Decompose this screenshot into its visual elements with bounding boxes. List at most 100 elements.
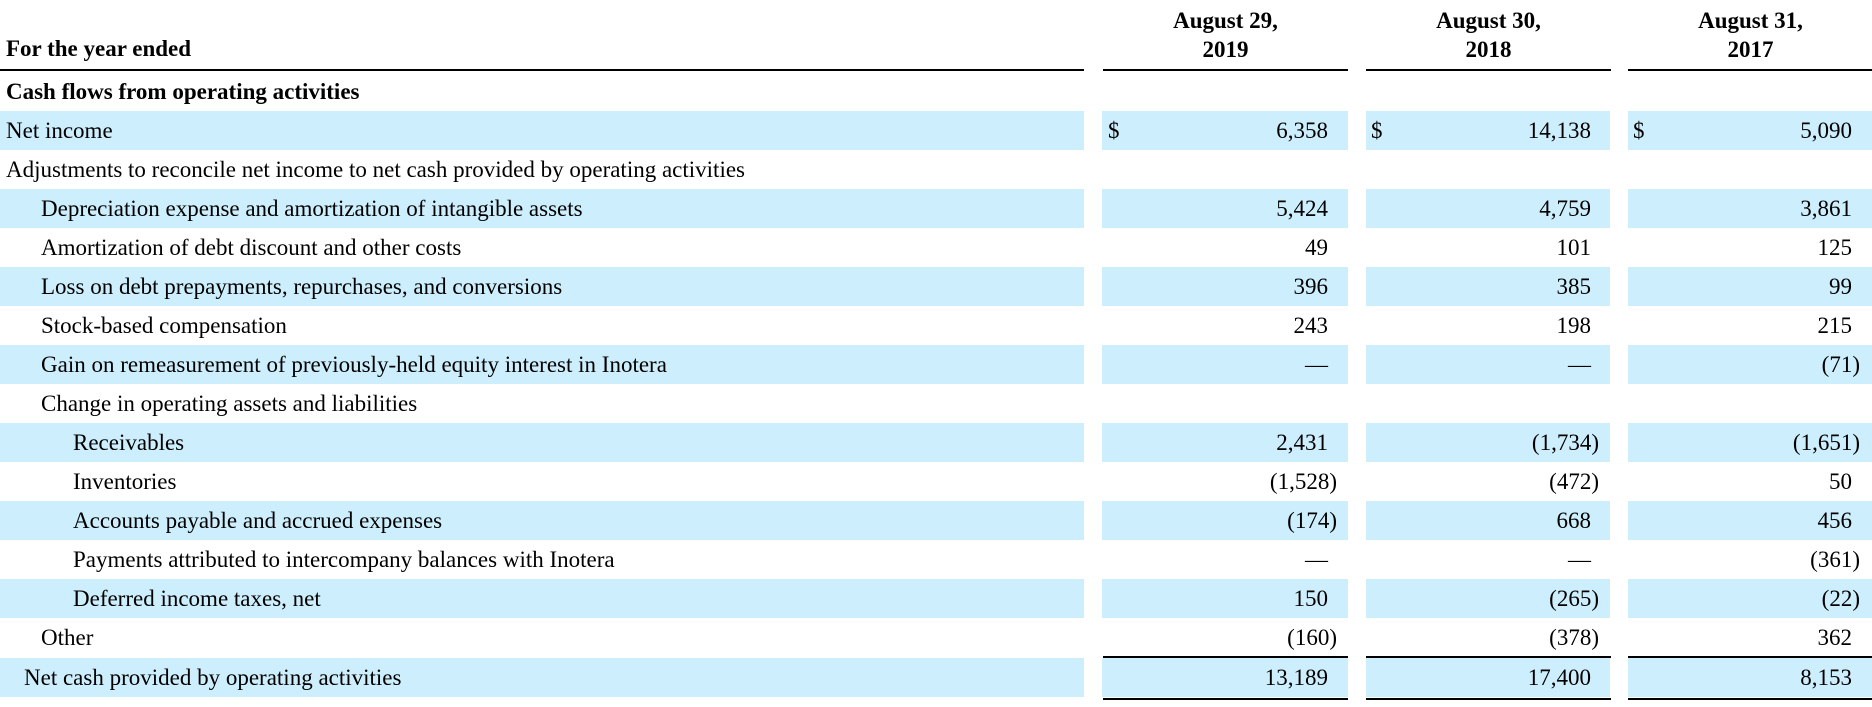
row-label: Change in operating assets and liabiliti… (41, 391, 418, 416)
table-row: Loss on debt prepayments, repurchases, a… (0, 267, 1872, 306)
value-2019: 396 (1293, 274, 1329, 299)
table-row: Deferred income taxes, net 150 (265) (22… (0, 579, 1872, 618)
table-row: Receivables 2,431 (1,734) (1,651) (0, 423, 1872, 462)
column-gap (1348, 501, 1366, 540)
header-rule-label (0, 69, 1084, 71)
column-gap (1084, 111, 1102, 150)
header-rule-2019 (1103, 69, 1348, 71)
table-row: Net income $ 6,358 $ 14,138 $ 5,090 (0, 111, 1872, 150)
column-gap (1348, 267, 1366, 306)
value-2019: 150 (1293, 586, 1329, 611)
subtotal-rule-2019 (1103, 656, 1348, 658)
row-label: Adjustments to reconcile net income to n… (6, 157, 745, 182)
column-gap (1084, 501, 1102, 540)
column-header-line2: 2018 (1465, 37, 1512, 62)
column-gap (1610, 423, 1628, 462)
table-row: Cash flows from operating activities (0, 72, 1872, 111)
value-2018: 4,759 (1539, 196, 1591, 221)
row-label: Depreciation expense and amortization of… (41, 196, 583, 221)
table-row: Depreciation expense and amortization of… (0, 189, 1872, 228)
table-row: Other (160) (378) 362 (0, 618, 1872, 657)
value-2019: 49 (1305, 235, 1328, 260)
column-header-line2: 2017 (1727, 37, 1774, 62)
column-gap (1348, 423, 1366, 462)
row-label: Accounts payable and accrued expenses (73, 508, 443, 533)
table-row: Payments attributed to intercompany bala… (0, 540, 1872, 579)
column-gap (1084, 267, 1102, 306)
row-label: Gain on remeasurement of previously-held… (41, 352, 667, 377)
value-2019: (174) (1287, 508, 1337, 533)
value-2018: 17,400 (1527, 665, 1591, 690)
row-label: Payments attributed to intercompany bala… (73, 547, 615, 572)
value-2019: — (1305, 547, 1328, 572)
value-2019: (1,528) (1269, 469, 1337, 494)
value-2018: 101 (1556, 235, 1592, 260)
row-shading (0, 579, 1872, 618)
row-label: Receivables (73, 430, 185, 455)
value-2017: 3,861 (1800, 196, 1852, 221)
column-header-2019: August 29, 2019 (1103, 6, 1348, 64)
total-rule-2019 (1103, 698, 1348, 700)
value-2017: (1,651) (1792, 430, 1860, 455)
table-header: For the year ended August 29, 2019 Augus… (0, 0, 1872, 72)
column-gap (1084, 579, 1102, 618)
row-label: Stock-based compensation (41, 313, 287, 338)
value-2018: 14,138 (1527, 118, 1591, 143)
column-gap (1610, 579, 1628, 618)
value-2017: 8,153 (1800, 665, 1852, 690)
currency-symbol: $ (1371, 118, 1383, 143)
value-2017: 215 (1817, 313, 1853, 338)
column-gap (1610, 658, 1628, 697)
row-label: Deferred income taxes, net (73, 586, 321, 611)
row-label: Net cash provided by operating activitie… (24, 665, 402, 690)
value-2017: 5,090 (1800, 118, 1852, 143)
column-gap (1348, 345, 1366, 384)
row-shading (0, 111, 1872, 150)
column-gap (1084, 658, 1102, 697)
row-shading (0, 189, 1872, 228)
column-gap (1348, 579, 1366, 618)
value-2017: 99 (1829, 274, 1852, 299)
currency-symbol: $ (1633, 118, 1645, 143)
value-2019: 5,424 (1276, 196, 1328, 221)
column-gap (1348, 111, 1366, 150)
column-gap (1084, 423, 1102, 462)
value-2018: (378) (1549, 625, 1599, 650)
value-2017: (71) (1821, 352, 1860, 377)
table-row: Accounts payable and accrued expenses (1… (0, 501, 1872, 540)
value-2018: 668 (1556, 508, 1592, 533)
column-gap (1348, 658, 1366, 697)
row-label: Cash flows from operating activities (6, 79, 360, 104)
header-label: For the year ended (6, 36, 192, 61)
table-row: Amortization of debt discount and other … (0, 228, 1872, 267)
value-2017: 50 (1829, 469, 1852, 494)
value-2017: (22) (1821, 586, 1860, 611)
column-header-line1: August 30, (1436, 8, 1541, 33)
column-gap (1610, 267, 1628, 306)
column-header-line2: 2019 (1202, 37, 1249, 62)
total-rule-2018 (1366, 698, 1611, 700)
column-header-2018: August 30, 2018 (1366, 6, 1611, 64)
table-row-total: Net cash provided by operating activitie… (0, 658, 1872, 697)
value-2017: (361) (1810, 547, 1860, 572)
column-gap (1610, 345, 1628, 384)
column-gap (1610, 501, 1628, 540)
table-row: Stock-based compensation 243 198 215 (0, 306, 1872, 345)
value-2019: 2,431 (1276, 430, 1328, 455)
value-2017: 362 (1817, 625, 1853, 650)
value-2019: 243 (1293, 313, 1329, 338)
header-rule-2017 (1628, 69, 1872, 71)
row-shading (0, 501, 1872, 540)
row-label: Amortization of debt discount and other … (41, 235, 462, 260)
column-gap (1084, 345, 1102, 384)
row-shading (0, 658, 1872, 697)
column-header-2017: August 31, 2017 (1628, 6, 1872, 64)
subtotal-rule-2018 (1366, 656, 1611, 658)
row-shading (0, 345, 1872, 384)
table-row: Gain on remeasurement of previously-held… (0, 345, 1872, 384)
column-gap (1610, 189, 1628, 228)
row-shading (0, 267, 1872, 306)
value-2017: 125 (1817, 235, 1853, 260)
value-2019: — (1305, 352, 1328, 377)
